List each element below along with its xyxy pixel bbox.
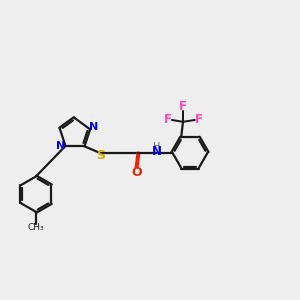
Text: CH₃: CH₃ <box>28 223 44 232</box>
Text: F: F <box>164 113 172 127</box>
Text: O: O <box>131 166 142 178</box>
Text: N: N <box>89 122 98 132</box>
Text: F: F <box>195 113 203 127</box>
Text: F: F <box>179 100 187 113</box>
Text: H: H <box>153 142 160 152</box>
Text: S: S <box>96 149 105 162</box>
Text: N: N <box>152 145 161 158</box>
Text: N: N <box>56 141 66 151</box>
